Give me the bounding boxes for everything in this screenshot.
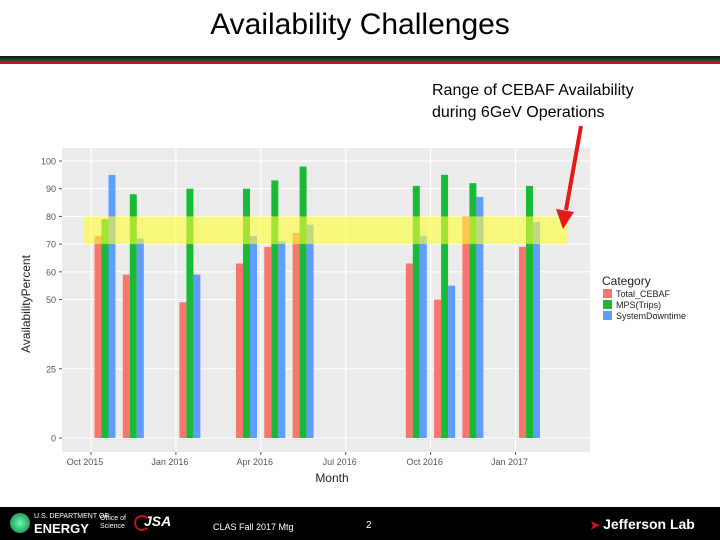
bar-systemdowntime (448, 285, 456, 438)
x-tick-label: Jul 2016 (323, 457, 357, 467)
legend-label: MPS(Trips) (616, 300, 661, 310)
bar-systemdowntime (250, 235, 257, 438)
bar-systemdowntime (193, 274, 201, 438)
bar-mps-trips- (243, 188, 250, 438)
jlab-arrow-icon: ➤ (590, 518, 601, 532)
bar-total-cebaf (462, 216, 470, 438)
callout-arrow-line (564, 125, 583, 211)
bar-total-cebaf (179, 302, 187, 438)
bar-total-cebaf (94, 235, 102, 438)
jsa-text: JSA (144, 513, 172, 529)
doe-office-text: Office of Science (100, 515, 126, 531)
bar-total-cebaf (519, 246, 526, 438)
x-tick-label: Oct 2015 (67, 457, 104, 467)
legend-label: Total_CEBAF (616, 289, 671, 299)
bar-mps-trips- (469, 183, 477, 438)
bar-total-cebaf (264, 246, 272, 438)
bar-systemdowntime (108, 174, 116, 438)
slide-title: Availability Challenges (210, 8, 510, 41)
jsa-logo: JSA (134, 512, 172, 534)
x-tick-label: Oct 2016 (406, 457, 443, 467)
doe-office-line-1: Office of (100, 515, 126, 522)
footer-bar: U.S. DEPARTMENT OF ENERGY Office of Scie… (0, 507, 720, 540)
bar-total-cebaf (292, 233, 300, 438)
bar-systemdowntime (419, 235, 427, 438)
legend-title: Category (602, 274, 651, 288)
bar-total-cebaf (405, 263, 413, 438)
availability-bar-chart: 0 25 50 60 70 80 90 100 Oct 2015 Jan 2016 Apr 201… (19, 125, 686, 485)
y-tick-label: 60 (46, 267, 56, 277)
title-divider (0, 56, 720, 61)
x-tick-label: Jan 2016 (151, 457, 188, 467)
jefferson-lab-text: Jefferson Lab (603, 516, 695, 532)
bar-total-cebaf (434, 299, 442, 438)
meeting-label: CLAS Fall 2017 Mtg (213, 522, 294, 532)
bar-mps-trips- (526, 185, 533, 438)
y-axis-label: AvailabilityPercent (19, 254, 33, 352)
page-number: 2 (366, 520, 372, 531)
callout-text: Range of CEBAF Availability during 6GeV … (432, 80, 634, 124)
bar-systemdowntime (533, 221, 540, 438)
y-tick-label: 80 (46, 212, 56, 222)
callout-line-1: Range of CEBAF Availability (432, 82, 634, 99)
legend-swatch (603, 311, 612, 320)
legend-label: SystemDowntime (616, 311, 686, 321)
doe-seal-icon (10, 513, 30, 533)
y-tick-label: 25 (46, 364, 56, 374)
bar-mps-trips- (186, 188, 194, 438)
bar-systemdowntime (136, 238, 144, 438)
bar-systemdowntime (476, 197, 484, 438)
bar-mps-trips- (441, 174, 449, 438)
y-tick-label: 90 (46, 184, 56, 194)
doe-small-text: U.S. DEPARTMENT OF (34, 513, 109, 520)
bar-systemdowntime (306, 224, 314, 438)
doe-energy-text: ENERGY (34, 521, 89, 536)
jsa-swoosh-icon (134, 515, 150, 531)
bar-total-cebaf (122, 274, 130, 438)
y-tick-label: 0 (51, 434, 56, 444)
bar-mps-trips- (129, 194, 137, 438)
x-axis-label: Month (315, 471, 348, 485)
jefferson-lab-logo: ➤ Jefferson Lab (590, 516, 695, 532)
bar-systemdowntime (278, 241, 286, 438)
bar-total-cebaf (236, 263, 243, 438)
highlight-band (83, 216, 568, 245)
y-tick-label: 100 (41, 157, 56, 167)
x-tick-label: Apr 2016 (237, 457, 274, 467)
bar-mps-trips- (412, 185, 420, 438)
bar-mps-trips- (299, 166, 307, 439)
bar-mps-trips- (101, 219, 109, 438)
y-tick-label: 50 (46, 295, 56, 305)
y-tick-label: 70 (46, 240, 56, 250)
bar-mps-trips- (271, 180, 279, 438)
callout-arrow-head-icon (556, 209, 574, 229)
doe-logo: U.S. DEPARTMENT OF ENERGY Office of Scie… (10, 513, 150, 536)
legend-swatch (603, 300, 612, 309)
title-divider-accent (0, 61, 720, 64)
x-tick-label: Jan 2017 (491, 457, 528, 467)
legend-swatch (603, 289, 612, 298)
doe-office-line-2: Science (100, 523, 125, 530)
callout-line-2: during 6GeV Operations (432, 104, 605, 121)
